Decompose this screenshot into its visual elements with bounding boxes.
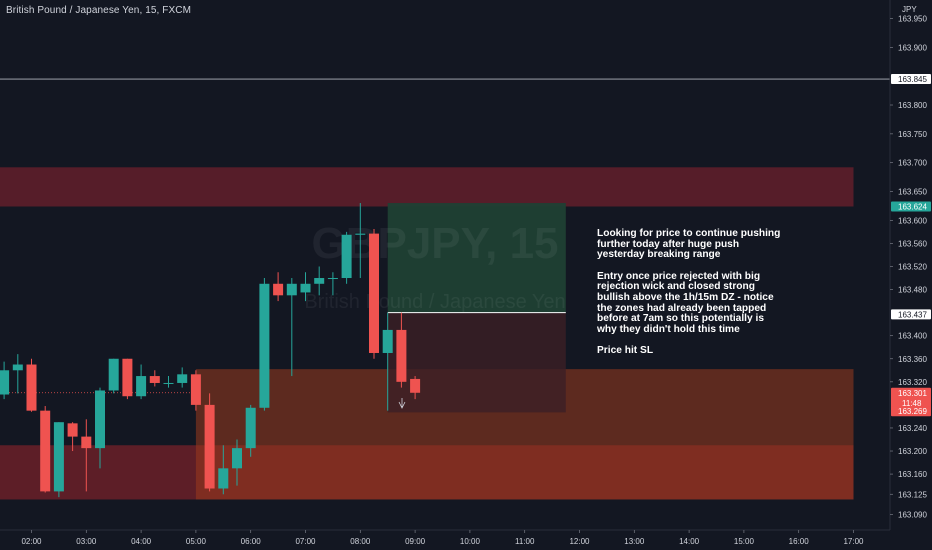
price-label-value: 163.269 bbox=[898, 407, 927, 416]
y-tick-label: 163.600 bbox=[898, 216, 927, 225]
candle-body bbox=[136, 376, 147, 397]
candle-body bbox=[286, 283, 297, 296]
x-tick-label: 06:00 bbox=[241, 537, 262, 546]
x-tick-label: 15:00 bbox=[734, 537, 755, 546]
watermark-description: British Pound / Japanese Yen bbox=[304, 291, 565, 313]
candle-body bbox=[245, 407, 256, 449]
y-tick-label: 163.800 bbox=[898, 101, 927, 110]
candle-body bbox=[218, 468, 229, 489]
x-tick-label: 16:00 bbox=[789, 537, 810, 546]
candle-body bbox=[12, 364, 23, 371]
candle-body bbox=[108, 358, 119, 391]
currency-label: JPY bbox=[902, 5, 917, 14]
price-label-tag bbox=[891, 387, 931, 408]
x-tick-label: 10:00 bbox=[460, 537, 481, 546]
x-tick-label: 08:00 bbox=[350, 537, 371, 546]
price-label-value: 163.624 bbox=[898, 203, 927, 212]
candle-body bbox=[341, 234, 352, 279]
x-tick-label: 14:00 bbox=[679, 537, 700, 546]
candle-body bbox=[26, 364, 37, 411]
price-axis-panel bbox=[890, 0, 932, 550]
candle-body bbox=[232, 448, 242, 469]
candle-body bbox=[149, 376, 160, 383]
candle-body bbox=[273, 283, 284, 296]
candle-body bbox=[327, 278, 338, 280]
price-label-tag bbox=[891, 309, 931, 320]
candle-body bbox=[259, 283, 270, 408]
x-tick-label: 04:00 bbox=[131, 537, 152, 546]
x-tick-label: 17:00 bbox=[843, 537, 864, 546]
candle-body bbox=[177, 374, 188, 383]
y-tick-label: 163.650 bbox=[898, 188, 927, 197]
candle-body bbox=[0, 370, 10, 395]
x-tick-label: 12:00 bbox=[569, 537, 590, 546]
candle-body bbox=[190, 374, 201, 405]
x-tick-label: 09:00 bbox=[405, 537, 426, 546]
annotation-paragraph: Looking for price to continue pushing fu… bbox=[597, 228, 781, 261]
y-tick-label: 163.360 bbox=[898, 355, 927, 364]
trade-annotation: Looking for price to continue pushing fu… bbox=[597, 228, 797, 368]
annotation-paragraph: Price hit SL bbox=[597, 345, 654, 357]
y-tick-label: 163.560 bbox=[898, 239, 927, 248]
y-tick-label: 163.950 bbox=[898, 15, 927, 24]
candle-body bbox=[81, 436, 92, 449]
price-label-tag bbox=[891, 74, 931, 85]
symbol-title: British Pound / Japanese Yen, 15, FXCM bbox=[6, 5, 192, 16]
candle-body bbox=[396, 329, 407, 382]
y-tick-label: 163.240 bbox=[898, 424, 927, 433]
candle-body bbox=[382, 329, 393, 353]
price-label-countdown: 11:48 bbox=[902, 399, 922, 408]
candle-body bbox=[40, 410, 51, 492]
x-tick-label: 07:00 bbox=[295, 537, 316, 546]
y-tick-label: 163.700 bbox=[898, 159, 927, 168]
y-tick-label: 163.320 bbox=[898, 378, 927, 387]
annotation-paragraph: Entry once price rejected with big rejec… bbox=[597, 270, 774, 335]
candle-body bbox=[204, 404, 215, 489]
candle-body bbox=[53, 422, 64, 492]
price-label-value: 163.301 bbox=[898, 389, 927, 398]
x-tick-label: 02:00 bbox=[21, 537, 42, 546]
y-tick-label: 163.750 bbox=[898, 130, 927, 139]
candle-body bbox=[314, 278, 325, 284]
candle-body bbox=[410, 378, 421, 393]
y-tick-label: 163.160 bbox=[898, 470, 927, 479]
candle-body bbox=[67, 423, 78, 437]
y-tick-label: 163.125 bbox=[898, 490, 927, 499]
price-label-value: 163.845 bbox=[898, 75, 927, 84]
x-tick-label: 11:00 bbox=[515, 537, 535, 546]
x-tick-label: 05:00 bbox=[186, 537, 207, 546]
candle-body bbox=[163, 382, 174, 384]
candle-body bbox=[300, 283, 311, 293]
x-tick-label: 13:00 bbox=[624, 537, 645, 546]
candle-body bbox=[355, 233, 366, 235]
y-tick-label: 163.400 bbox=[898, 332, 927, 341]
y-tick-label: 163.480 bbox=[898, 286, 927, 295]
target-zone bbox=[387, 203, 566, 313]
supply-zone bbox=[0, 167, 854, 207]
y-tick-label: 163.200 bbox=[898, 447, 927, 456]
watermark-symbol: GBPJPY, 15 bbox=[311, 219, 558, 268]
price-label-value: 163.437 bbox=[898, 310, 927, 319]
y-tick-label: 163.520 bbox=[898, 262, 927, 271]
x-tick-label: 03:00 bbox=[76, 537, 97, 546]
candle-body bbox=[122, 358, 133, 397]
price-label-tag bbox=[891, 201, 931, 212]
price-label-tag bbox=[891, 406, 931, 417]
candle-body bbox=[369, 233, 379, 353]
arrow-down-icon bbox=[398, 398, 406, 409]
y-tick-label: 163.900 bbox=[898, 43, 927, 52]
y-tick-label: 163.090 bbox=[898, 510, 927, 519]
stop-zone bbox=[387, 312, 566, 413]
candle-body bbox=[95, 390, 105, 449]
